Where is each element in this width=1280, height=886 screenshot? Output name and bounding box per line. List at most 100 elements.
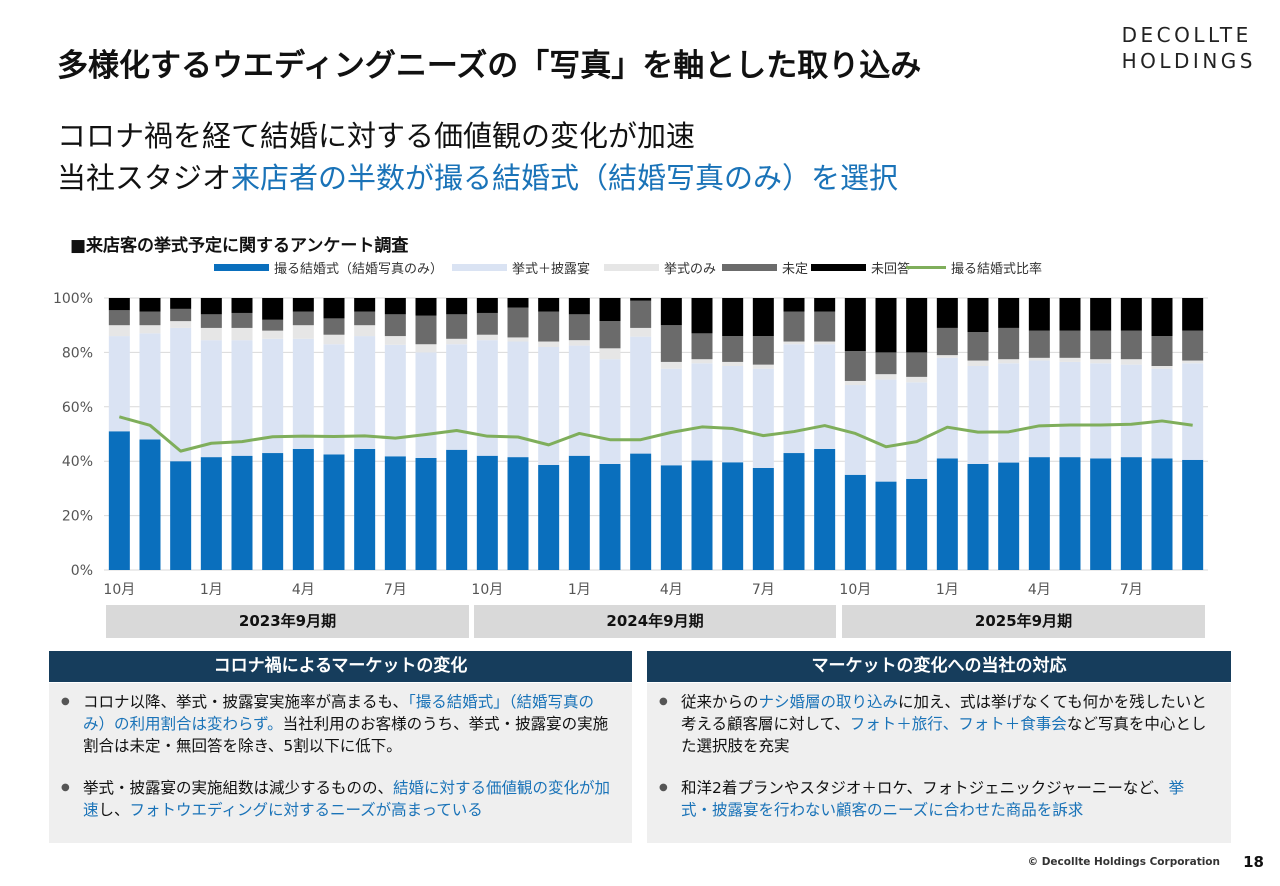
right-bullet-1: 従来からのナシ婚層の取り込みに加え、式は挙げなくても何かを残したいと考える顧客層…: [647, 691, 1213, 757]
bar-segment-undecided: [354, 311, 376, 326]
bar-segment-ceremony_only: [139, 325, 161, 334]
bar-segment-ceremony_only: [568, 340, 590, 346]
bar-segment-no_answer: [906, 298, 928, 353]
bar-segment-photo: [200, 457, 222, 570]
bar-segment-photo: [998, 462, 1020, 570]
bar-segment-ceremony_only: [415, 344, 437, 353]
bar-segment-undecided: [630, 300, 652, 328]
bar-segment-undecided: [262, 319, 284, 331]
legend-label: 撮る結婚式比率: [951, 261, 1042, 277]
left-b1-text-c: 当社利用のお客様のうち、挙式・披露宴の実施割合は未定・無回答を除き、5割以下に低…: [83, 715, 609, 755]
bar-segment-ceremony_only: [1059, 357, 1081, 362]
bar-segment-ceremony_party: [722, 366, 744, 463]
bar-segment-ceremony_party: [660, 368, 682, 466]
bar-segment-photo: [415, 457, 437, 570]
bar-segment-ceremony_only: [967, 360, 989, 366]
bar-segment-undecided: [1151, 336, 1173, 366]
bar-segment-ceremony_only: [630, 327, 652, 337]
bar-segment-ceremony_only: [599, 348, 621, 360]
right-bullet-2: 和洋2着プランやスタジオ＋ロケ、フォトジェニックジャーニーなど、挙式・披露宴を行…: [647, 777, 1213, 821]
bar-segment-ceremony_only: [660, 361, 682, 369]
bar-segment-photo: [354, 448, 376, 570]
bar-segment-photo: [262, 453, 284, 570]
bar-segment-ceremony_only: [1090, 359, 1112, 364]
bar-segment-ceremony_only: [1120, 359, 1142, 365]
y-tick-label: 80%: [62, 345, 93, 361]
bar-segment-photo: [568, 455, 590, 570]
bar-segment-ceremony_only: [722, 361, 744, 366]
bar-segment-no_answer: [200, 298, 222, 315]
right-b1-text-d: フォト＋旅行、フォト＋食事会: [849, 715, 1067, 733]
bar-segment-photo: [292, 448, 314, 570]
legend-swatch: [214, 264, 269, 271]
bar-segment-photo: [752, 468, 774, 570]
bar-segment-undecided: [446, 314, 468, 339]
bar-segment-no_answer: [139, 298, 161, 312]
right-b1-text-c: に加え、式は挙げなくても何かを残したいと考える顧客層に対して、: [681, 693, 1207, 733]
page-number: 18: [1243, 853, 1264, 871]
bar-segment-photo: [906, 478, 928, 570]
chart-heading: ■来店客の挙式予定に関するアンケート調査: [70, 236, 409, 256]
bar-segment-photo: [814, 448, 836, 570]
bar-segment-photo: [844, 474, 866, 570]
bar-segment-ceremony_party: [231, 340, 253, 456]
left-bullet-2: 挙式・披露宴の実施組数は減少するものの、結婚に対する価値観の変化が加速し、フォト…: [49, 777, 612, 821]
bar-segment-undecided: [875, 352, 897, 375]
bar-segment-no_answer: [1028, 298, 1050, 331]
bar-segment-no_answer: [660, 298, 682, 326]
legend-label: 挙式のみ: [664, 262, 716, 277]
bar-segment-undecided: [691, 333, 713, 360]
bar-segment-undecided: [1028, 330, 1050, 358]
bar-segment-undecided: [1182, 330, 1204, 361]
bar-segment-ceremony_party: [292, 338, 314, 449]
bar-segment-ceremony_only: [476, 334, 498, 341]
bar-segment-ceremony_only: [262, 330, 284, 339]
bar-segment-photo: [936, 458, 958, 570]
legend-swatch: [722, 264, 777, 271]
bar-segment-no_answer: [446, 298, 468, 315]
bar-segment-ceremony_only: [691, 359, 713, 364]
right-b1-text-e: など写真を中心とした選択肢を充実: [681, 715, 1207, 755]
bar-segment-ceremony_party: [415, 352, 437, 458]
logo-line1: DECOLLTE: [1121, 23, 1252, 47]
bar-segment-no_answer: [722, 298, 744, 337]
bar-segment-ceremony_only: [783, 341, 805, 345]
bar-segment-undecided: [476, 312, 498, 335]
legend-label: 撮る結婚式（結婚写真のみ）: [274, 261, 443, 277]
bar-segment-no_answer: [415, 298, 437, 316]
bar-segment-ceremony_party: [783, 344, 805, 454]
bar-segment-no_answer: [170, 298, 192, 309]
bar-segment-undecided: [814, 311, 836, 342]
x-tick-label: 7月: [1120, 582, 1143, 595]
bar-segment-ceremony_party: [354, 336, 376, 449]
logo-line2: HOLDINGS: [1121, 49, 1256, 73]
y-tick-label: 40%: [62, 454, 93, 470]
x-tick-label: 7月: [384, 582, 407, 595]
bar-segment-ceremony_only: [323, 334, 345, 345]
bar-segment-ceremony_only: [998, 359, 1020, 364]
bar-segment-no_answer: [108, 298, 130, 311]
right-b2-text-a: 和洋2着プランやスタジオ＋ロケ、フォトジェニックジャーニーなど、: [681, 779, 1169, 797]
bar-segment-undecided: [783, 311, 805, 342]
page-title: 多様化するウエディングニーズの「写真」を軸とした取り込み: [57, 48, 922, 84]
bar-segment-no_answer: [1182, 298, 1204, 331]
bar-segment-ceremony_only: [200, 327, 222, 341]
period-label-fy2025: 2025年9月期: [842, 605, 1205, 638]
bar-segment-no_answer: [384, 298, 406, 315]
bar-segment-undecided: [323, 318, 345, 335]
right-panel-heading: マーケットの変化への当社の対応: [647, 651, 1231, 682]
bar-segment-no_answer: [691, 298, 713, 334]
bar-segment-ceremony_party: [507, 341, 529, 458]
bar-segment-ceremony_only: [507, 337, 529, 342]
x-tick-label: 1月: [568, 582, 591, 595]
bar-segment-ceremony_party: [1090, 363, 1112, 459]
bar-segment-undecided: [170, 308, 192, 322]
bar-segment-ceremony_party: [170, 327, 192, 462]
bar-segment-photo: [660, 465, 682, 570]
bar-segment-ceremony_only: [906, 376, 928, 383]
bar-segment-ceremony_party: [323, 344, 345, 455]
bar-segment-no_answer: [752, 298, 774, 337]
y-tick-label: 20%: [62, 509, 93, 525]
bar-segment-ceremony_party: [1028, 360, 1050, 458]
bar-segment-undecided: [998, 327, 1020, 360]
